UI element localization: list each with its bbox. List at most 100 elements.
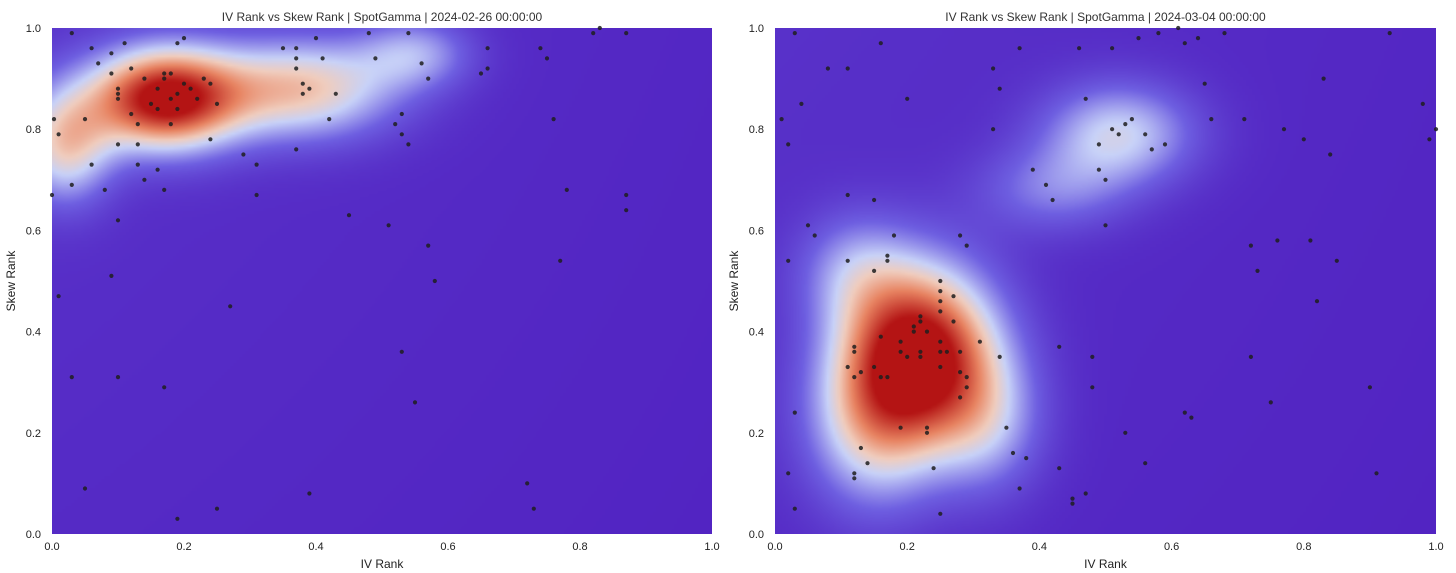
density-heatmap — [52, 28, 712, 534]
scatter-point — [142, 177, 147, 182]
scatter-point — [885, 253, 890, 258]
scatter-point — [858, 445, 864, 451]
scatter-point — [201, 76, 206, 81]
scatter-point — [228, 304, 233, 309]
scatter-point — [399, 132, 404, 137]
scatter-point — [845, 364, 850, 370]
y-tick-label: 0.2 — [749, 428, 764, 440]
scatter-point — [1017, 46, 1022, 51]
scatter-point — [399, 349, 404, 354]
scatter-point — [958, 395, 963, 400]
scatter-point — [254, 192, 259, 198]
x-tick-label: 1.0 — [704, 541, 719, 553]
scatter-point — [1103, 177, 1108, 182]
x-tick-label: 0.8 — [572, 541, 587, 553]
scatter-point — [1268, 400, 1273, 405]
scatter-point — [938, 309, 943, 314]
scatter-point — [69, 30, 74, 36]
scatter-point — [485, 66, 490, 71]
scatter-point — [1090, 354, 1095, 359]
scatter-point — [1387, 30, 1392, 36]
scatter-point — [168, 122, 173, 127]
scatter-point — [109, 51, 114, 56]
scatter-point — [852, 375, 857, 380]
scatter-point — [426, 76, 431, 81]
scatter-point — [786, 142, 791, 147]
y-tick-label: 0.8 — [26, 124, 41, 136]
scatter-point — [624, 192, 629, 198]
scatter-point — [872, 197, 877, 203]
scatter-point — [911, 329, 916, 334]
scatter-point — [115, 375, 121, 380]
scatter-point — [872, 268, 877, 273]
y-tick-label: 0.0 — [749, 529, 764, 541]
scatter-point — [175, 106, 180, 112]
scatter-point — [786, 471, 791, 476]
scatter-point — [1083, 96, 1088, 101]
scatter-point — [938, 511, 943, 516]
y-tick-label: 0.2 — [26, 428, 41, 440]
x-tick-label: 0.8 — [1296, 541, 1311, 553]
scatter-point — [406, 142, 411, 147]
scatter-point — [69, 182, 74, 187]
scatter-point — [1202, 81, 1207, 86]
scatter-point — [911, 324, 916, 329]
scatter-point — [786, 258, 791, 263]
scatter-point — [951, 319, 956, 324]
scatter-point — [300, 91, 305, 96]
scatter-point — [162, 187, 167, 192]
scatter-point — [558, 258, 563, 263]
scatter-point — [997, 86, 1002, 91]
scatter-point — [102, 187, 107, 192]
scatter-point — [294, 56, 299, 61]
scatter-point — [412, 400, 418, 405]
scatter-point — [991, 127, 996, 132]
scatter-point — [977, 339, 983, 344]
scatter-point — [885, 258, 890, 263]
scatter-point — [1110, 127, 1115, 132]
scatter-point — [1427, 137, 1432, 142]
scatter-point — [878, 41, 883, 46]
scatter-point — [419, 61, 424, 66]
y-tick-label: 0.4 — [749, 327, 764, 339]
scatter-point — [1242, 117, 1247, 122]
scatter-point — [478, 71, 484, 76]
scatter-point — [142, 76, 147, 81]
scatter-point — [564, 187, 569, 192]
scatter-point — [155, 86, 160, 91]
y-tick-label: 0.6 — [749, 225, 764, 237]
scatter-point — [294, 147, 299, 152]
scatter-point — [214, 506, 220, 511]
scatter-point — [82, 486, 88, 491]
scatter-point — [1433, 127, 1439, 132]
scatter-point — [852, 476, 857, 481]
scatter-point — [878, 375, 883, 380]
scatter-point — [958, 349, 963, 354]
scatter-point — [214, 101, 220, 106]
scatter-point — [858, 370, 864, 375]
scatter-point — [852, 471, 857, 476]
scatter-point — [544, 56, 550, 61]
scatter-point — [624, 30, 629, 36]
scatter-point — [1123, 430, 1128, 435]
scatter-point — [792, 410, 797, 415]
x-axis-label: IV Rank — [361, 557, 405, 571]
scatter-point — [531, 506, 536, 511]
scatter-point — [1321, 76, 1326, 81]
scatter-point — [852, 344, 857, 349]
scatter-point — [109, 71, 114, 76]
scatter-point — [924, 329, 930, 334]
scatter-point — [1096, 142, 1101, 147]
y-tick-label: 1.0 — [749, 23, 764, 35]
scatter-point — [1070, 501, 1075, 506]
scatter-point — [373, 56, 378, 61]
x-tick-label: 0.0 — [767, 541, 782, 553]
scatter-point — [1057, 344, 1062, 349]
scatter-point — [958, 233, 963, 238]
x-axis-label: IV Rank — [1084, 557, 1128, 571]
scatter-point — [135, 122, 140, 127]
scatter-point — [56, 132, 61, 137]
y-axis-label: Skew Rank — [4, 250, 18, 312]
scatter-point — [1050, 197, 1055, 203]
